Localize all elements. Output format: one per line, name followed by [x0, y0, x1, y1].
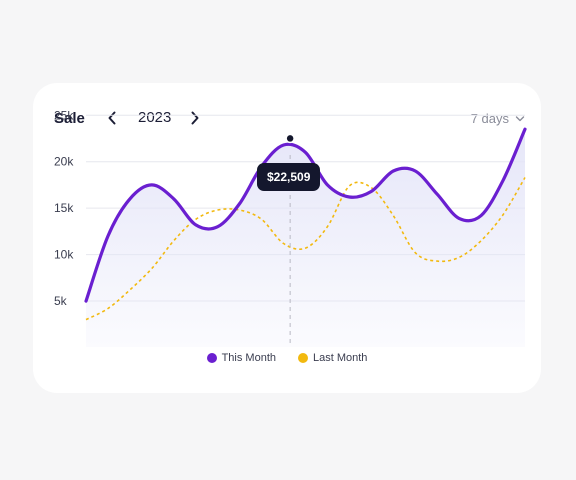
series-line-this-month [84, 127, 527, 303]
legend-item-this-month[interactable]: This Month [206, 352, 276, 364]
card-title: Sale [54, 110, 85, 127]
y-tick-label: 25k [54, 108, 74, 122]
y-tick-label: 5k [54, 294, 68, 308]
legend-label-this-month: This Month [221, 352, 276, 364]
legend-label-last-month: Last Month [313, 352, 368, 364]
chart-legend: This Month Last Month [33, 352, 541, 364]
y-tick-label: 10k [54, 248, 74, 262]
y-axis: 5k 10k 15k 20k 25k [54, 108, 74, 308]
highlight-point [285, 133, 295, 144]
legend-item-last-month[interactable]: Last Month [298, 352, 367, 364]
previous-year-button[interactable] [101, 107, 123, 129]
legend-dot-last-month [298, 353, 308, 363]
series-line-last-month [85, 177, 526, 321]
value-tooltip: $22,509 [257, 163, 321, 191]
sales-chart-card: Sale 2023 7 days 5k 10k 15k 20k 25k $22,509 [33, 83, 541, 393]
chevron-right-icon [191, 111, 199, 125]
legend-dot-this-month [206, 353, 217, 363]
year-label: 2023 [138, 109, 172, 126]
y-tick-label: 20k [54, 155, 74, 169]
chevron-down-icon [515, 115, 525, 121]
next-year-button[interactable] [184, 107, 206, 129]
line-chart: 5k 10k 15k 20k 25k [54, 108, 527, 347]
y-tick-label: 15k [54, 201, 74, 215]
this-month-area [86, 129, 525, 347]
chevron-left-icon [108, 111, 116, 125]
